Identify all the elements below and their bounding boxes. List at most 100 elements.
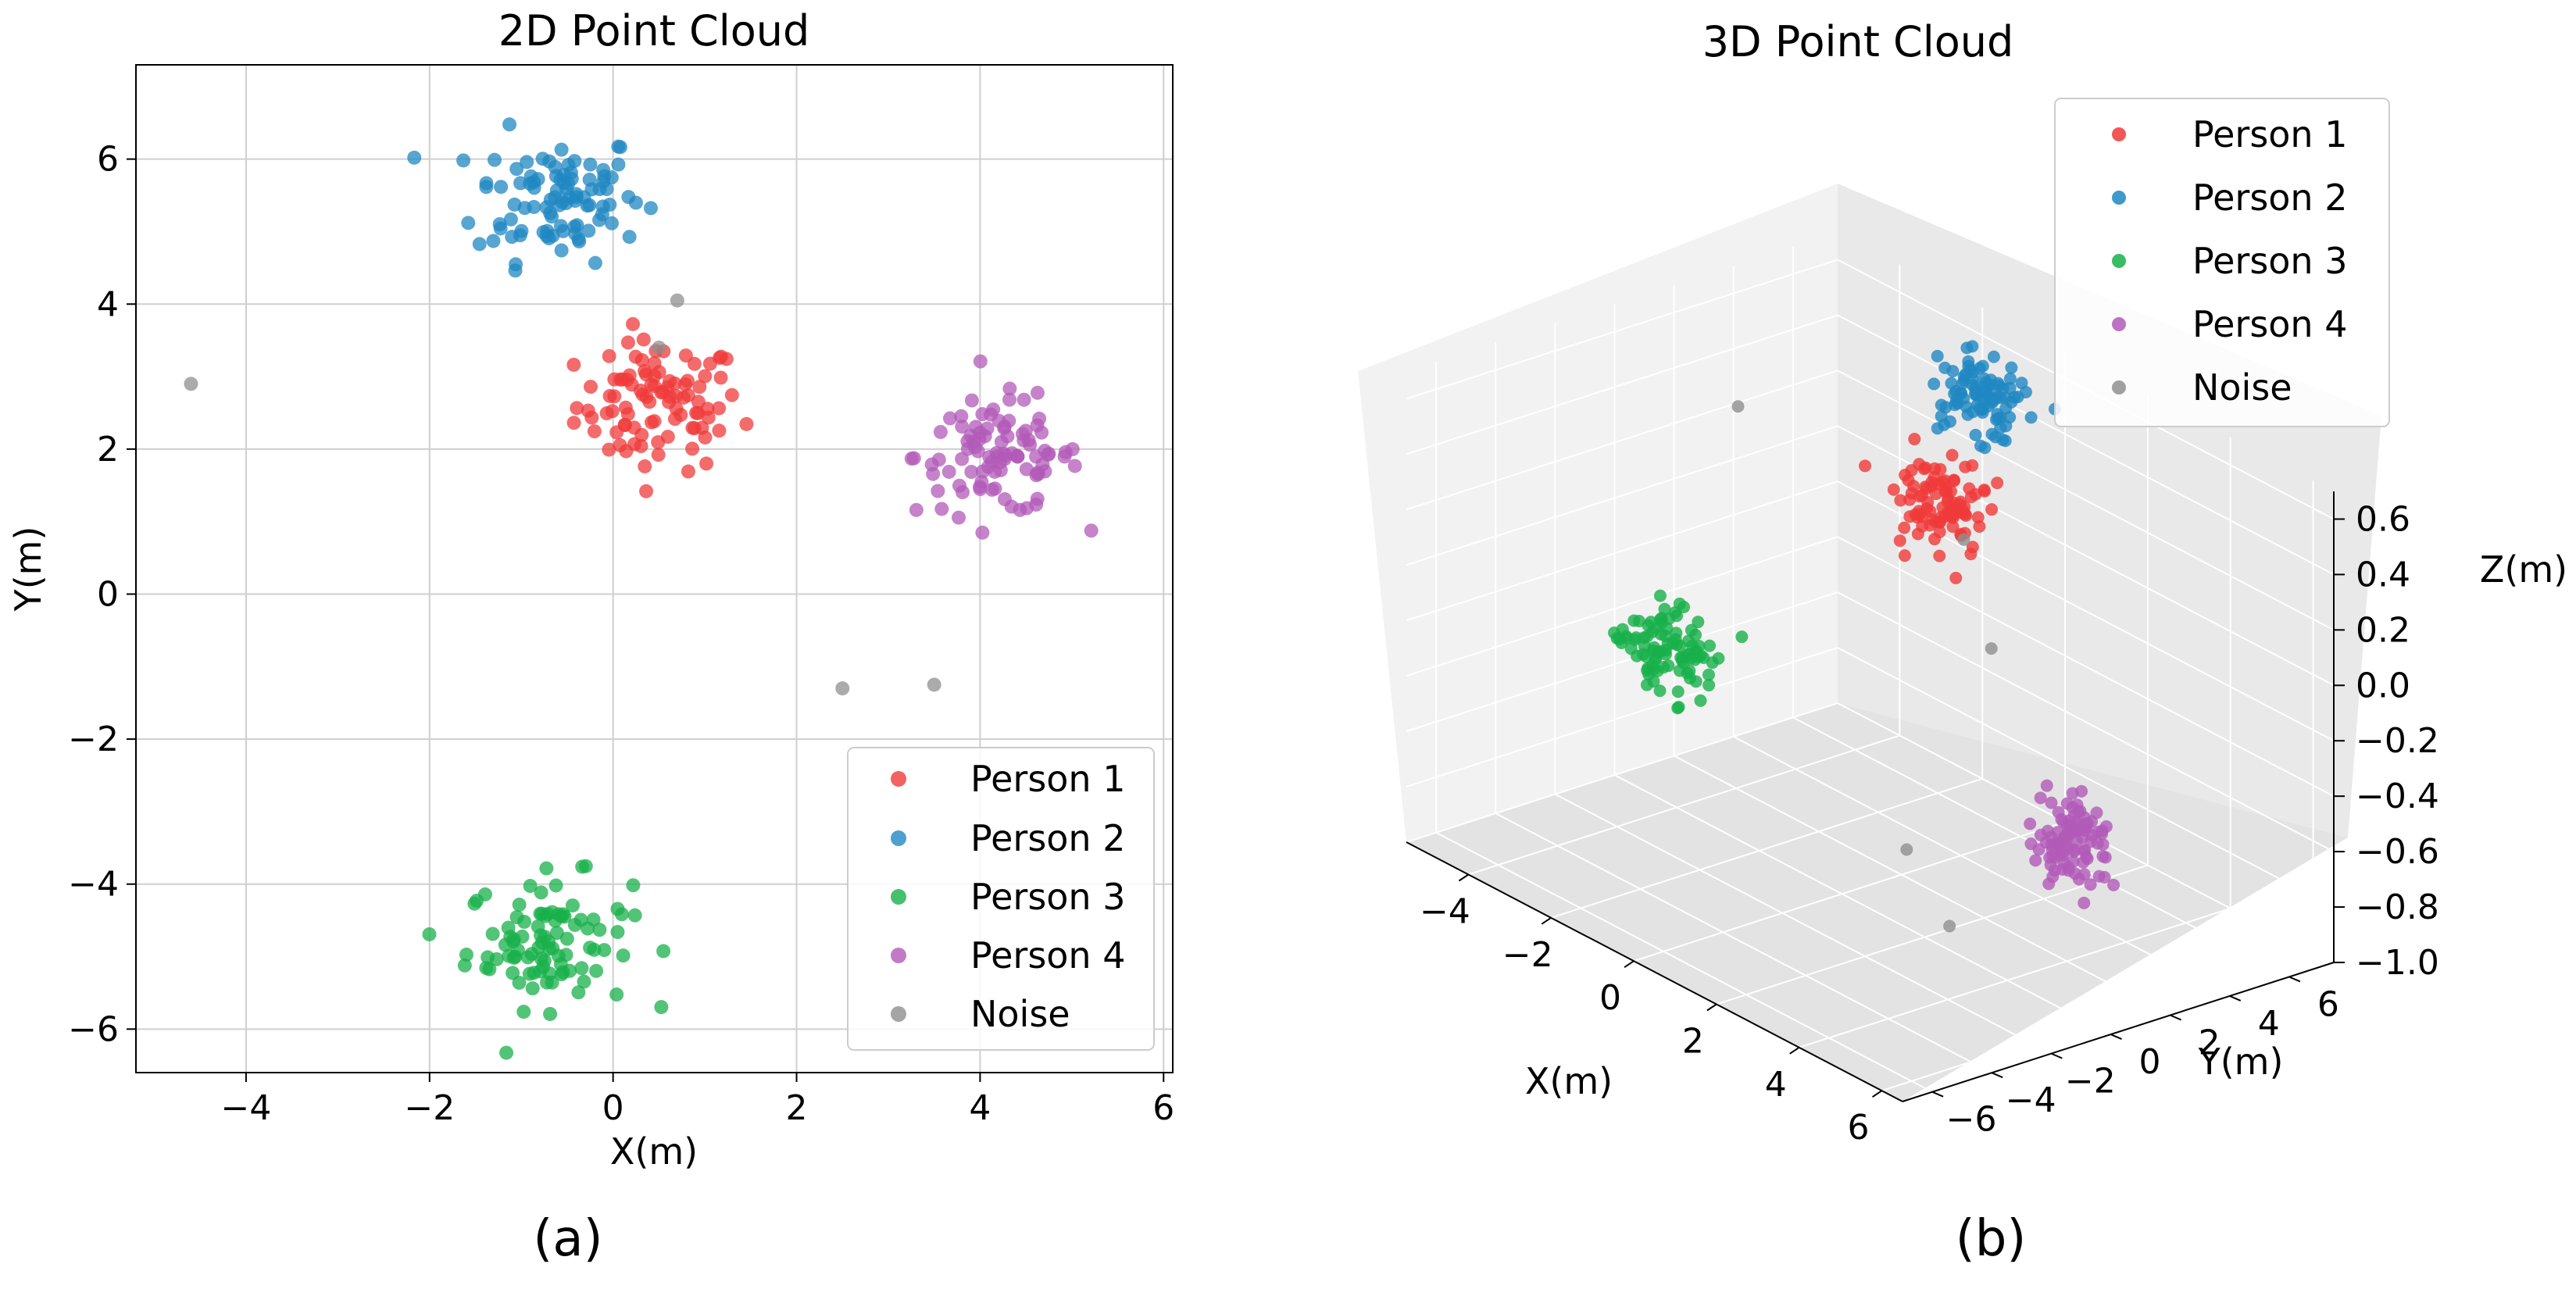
point-person4	[1067, 459, 1082, 473]
point-3d-person3	[1689, 628, 1702, 641]
point-3d-person4	[2078, 844, 2091, 858]
tick-mark-x-3d	[1871, 1090, 1883, 1098]
point-3d-noise	[1900, 843, 1913, 856]
point-person3	[509, 910, 524, 925]
point-person2	[505, 230, 520, 245]
point-person1	[587, 424, 602, 439]
tick-label-z-3d: −0.4	[2356, 777, 2439, 816]
tick-mark-x-3d	[1789, 1047, 1800, 1055]
legend-marker-noise	[891, 1006, 906, 1022]
point-person2	[569, 190, 584, 205]
tick-mark-y-3d	[2229, 995, 2242, 1002]
chart-title-2d: 2D Point Cloud	[498, 6, 810, 55]
tick-label-y-3d: −6	[1946, 1100, 1997, 1140]
point-3d-person3	[1645, 616, 1658, 629]
point-3d-person3	[1642, 662, 1655, 675]
point-3d-person4	[2067, 809, 2081, 822]
point-person3	[549, 926, 564, 941]
point-person3	[592, 923, 607, 937]
point-3d-person3	[1653, 589, 1667, 602]
point-3d-person1	[1991, 477, 2004, 490]
point-person3	[531, 919, 545, 934]
point-3d-person1	[1917, 462, 1931, 476]
point-3d-person4	[2060, 797, 2074, 810]
point-person2	[541, 231, 556, 246]
point-person1	[713, 370, 728, 385]
point-person2	[583, 157, 598, 172]
point-person1	[698, 369, 713, 384]
point-person3	[523, 879, 538, 894]
point-person3	[654, 1000, 669, 1015]
point-noise	[184, 377, 198, 391]
point-3d-person2	[2024, 411, 2038, 424]
point-person3	[554, 967, 569, 982]
gridline-floor-x	[1468, 734, 1900, 876]
tick-mark-y-3d	[2170, 1014, 2182, 1021]
point-person3	[498, 937, 513, 952]
legend-label-3d-noise: Noise	[2192, 366, 2292, 409]
point-3d-person2	[1966, 378, 1979, 391]
point-person2	[611, 139, 626, 154]
gridline-floor-y	[1495, 812, 1992, 1074]
gridline-backright-z	[1837, 591, 2335, 853]
point-3d-person2	[1931, 349, 1944, 362]
point-person4	[942, 411, 957, 426]
point-person1	[636, 332, 651, 347]
point-3d-person1	[1945, 448, 1959, 462]
point-person1	[647, 414, 662, 429]
point-3d-person2	[2003, 372, 2017, 385]
gridline-backright-z	[1837, 647, 2335, 908]
point-person4	[952, 510, 966, 525]
point-3d-person1	[1928, 462, 1942, 475]
point-person3	[482, 962, 497, 977]
tick-label-x: 6	[1152, 1088, 1174, 1128]
point-person1	[602, 388, 617, 403]
chart-2d-panel: −4 −2 0 2 4 6 −6 −4 −2 0 2 4 6 2D Point Cloud X(m) Y…	[7, 6, 1174, 1173]
point-person4	[941, 464, 956, 479]
scatter-points-2d	[184, 117, 1099, 1060]
point-3d-person2	[1970, 398, 1984, 412]
point-3d-person3	[1628, 633, 1642, 646]
legend-marker-3d-person3	[2112, 254, 2126, 268]
point-person3	[538, 930, 552, 944]
legend-label-noise: Noise	[970, 993, 1070, 1035]
point-person3	[597, 943, 612, 958]
point-person3	[614, 907, 629, 922]
tick-label-y-3d: 0	[2138, 1042, 2160, 1082]
point-person1	[570, 401, 584, 416]
z-axis-label-3d: Z(m)	[2480, 548, 2567, 591]
tick-label-y-3d: 4	[2258, 1004, 2280, 1044]
point-person3	[534, 885, 548, 900]
point-person4	[1034, 425, 1049, 440]
point-person2	[508, 263, 523, 278]
gridline-floor-x	[1716, 864, 2149, 1005]
point-person2	[643, 201, 658, 216]
point-3d-person1	[1947, 474, 1960, 487]
point-person4	[954, 409, 969, 423]
tick-mark-y-3d	[1991, 1072, 2003, 1079]
point-person1	[620, 335, 635, 350]
point-3d-person3	[1663, 612, 1676, 625]
gridline-floor-x	[1799, 907, 2231, 1048]
gridline-floor-y	[1733, 736, 2231, 997]
point-person2	[553, 219, 568, 234]
point-person4	[933, 424, 948, 439]
legend-marker-3d-person1	[2112, 127, 2126, 141]
tick-label-z-3d: −0.2	[2356, 721, 2439, 761]
point-3d-person3	[1735, 630, 1749, 644]
point-person2	[523, 177, 538, 191]
point-person2	[545, 209, 559, 224]
point-3d-person1	[1903, 493, 1917, 506]
point-person3	[545, 975, 559, 990]
gridline-floor-y	[1435, 831, 1933, 1093]
tick-label-x-3d: 0	[1599, 978, 1621, 1018]
tick-mark-x-3d	[1624, 960, 1635, 968]
point-3d-person1	[1921, 495, 1935, 509]
point-3d-person2	[1949, 394, 1963, 407]
point-3d-person4	[2060, 840, 2074, 853]
point-3d-person3	[1654, 627, 1667, 641]
tick-mark-y-3d	[2050, 1052, 2063, 1059]
point-3d-person3	[1659, 648, 1672, 661]
point-person3	[565, 898, 580, 913]
